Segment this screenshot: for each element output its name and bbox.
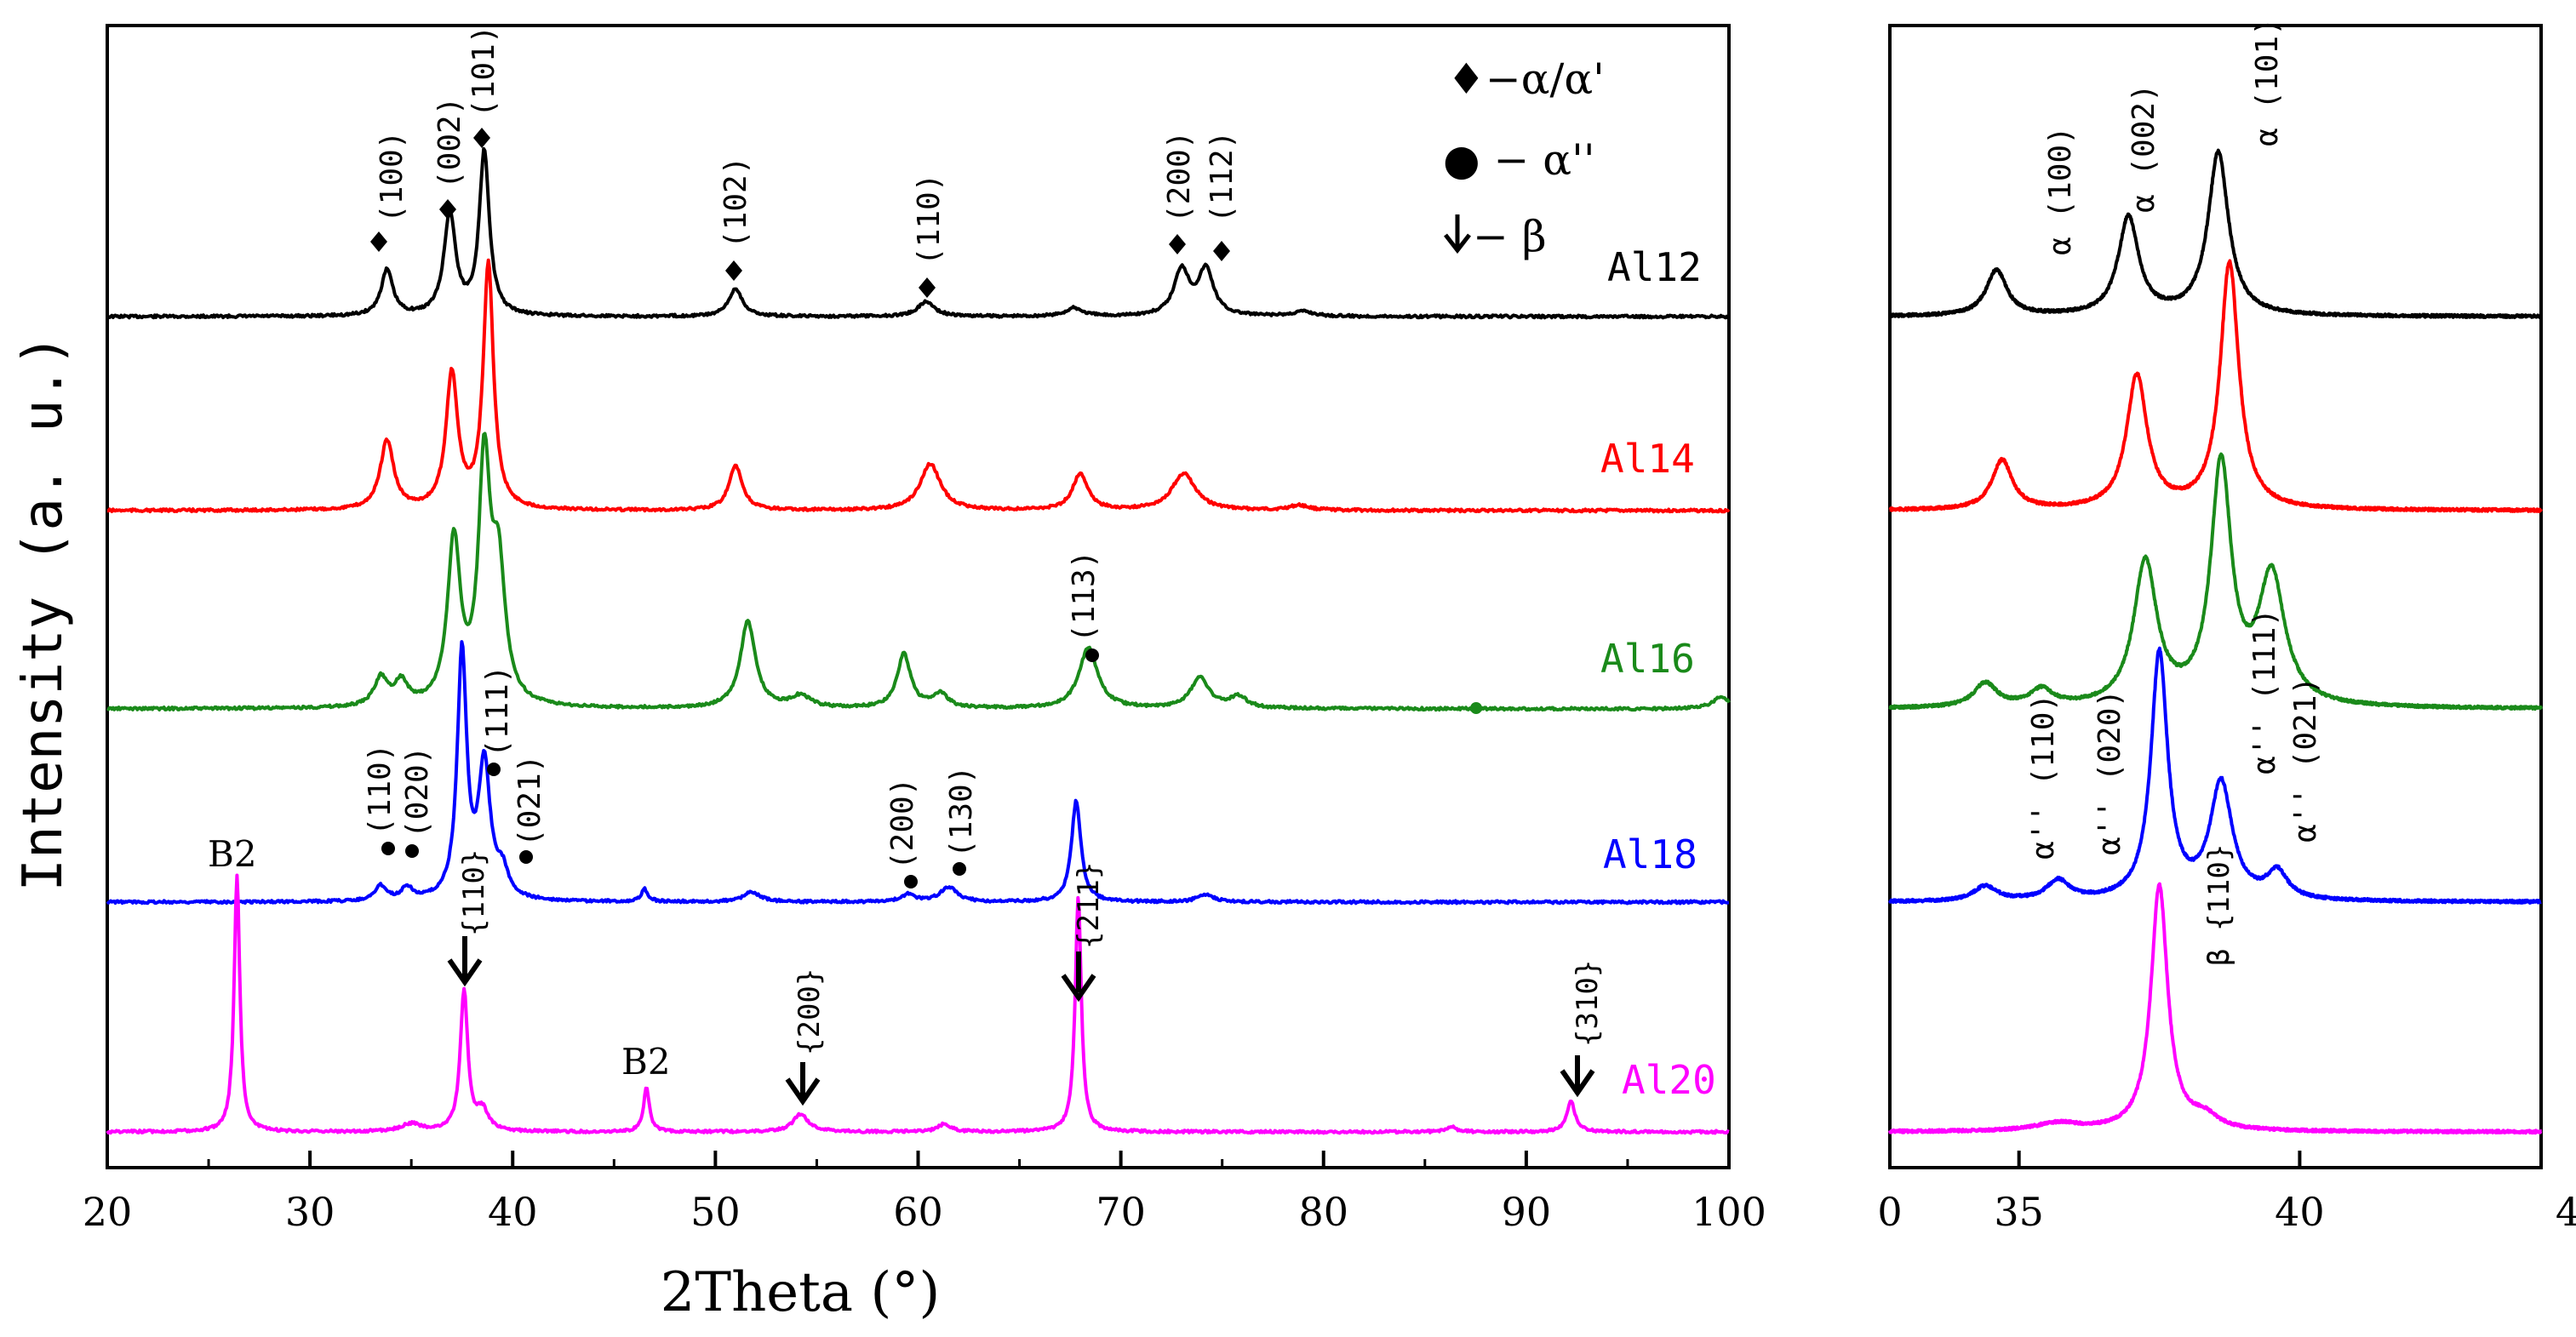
diamond-marker-icon	[1169, 234, 1186, 254]
left-tick-label: 90	[1502, 1189, 1552, 1235]
series-label-al16: Al16	[1600, 636, 1695, 682]
al20-label-110: {110}	[457, 849, 491, 936]
left-curves	[106, 146, 1731, 1135]
left-tick-label: 100	[1692, 1189, 1766, 1235]
diamond-marker-icon	[473, 128, 490, 148]
al16-label-113: (113)	[1067, 551, 1102, 643]
al18-annotations: (110) (020) (111) (021) (200) (130)	[363, 666, 979, 888]
al20-label-310: {310}	[1571, 960, 1605, 1047]
series-label-al18: Al18	[1603, 831, 1697, 877]
left-series-al20	[106, 873, 1730, 1135]
left-x-axis: 20 30 40 50 60 70 80 90 100	[83, 1151, 1766, 1235]
left-tick-label: 20	[83, 1189, 133, 1235]
series-label-al14: Al14	[1600, 436, 1695, 482]
al20-label-200: {200}	[793, 968, 827, 1055]
al12-label-110: (110)	[912, 174, 947, 266]
legend: ♦−α/α' ● − α'' − β	[1443, 54, 1605, 261]
left-tick-label: 50	[690, 1189, 741, 1235]
al12-label-102: (102)	[718, 157, 753, 249]
al12-label-100: (100)	[375, 131, 409, 223]
down-arrow-icon	[1061, 951, 1096, 1003]
dot-marker-icon	[953, 862, 966, 876]
legend-alpha: ♦−α/α'	[1447, 54, 1605, 104]
dot-marker-icon	[1085, 649, 1099, 662]
right-series-al12	[1888, 148, 2543, 320]
right-tick-label: 40	[2275, 1189, 2325, 1235]
right-curves	[1888, 148, 2543, 1135]
legend-beta: − β	[1473, 212, 1547, 261]
right-plot-frame	[1888, 24, 2543, 1169]
diamond-marker-icon	[1213, 241, 1230, 261]
right-label-alpha-101: α (101)	[2250, 17, 2285, 146]
right-tick-label: 0	[1877, 1189, 1902, 1235]
right-label-alpha2-110: α'' (110)	[2026, 694, 2061, 860]
right-tick-label: 45	[2556, 1189, 2576, 1235]
al18-label-110: (110)	[363, 744, 398, 836]
dot-marker-icon	[405, 844, 419, 858]
diamond-marker-icon	[439, 199, 456, 220]
left-series-al16	[106, 431, 1731, 712]
right-label-alpha2-020: α'' (020)	[2092, 689, 2127, 855]
left-tick-label: 30	[285, 1189, 335, 1235]
al18-label-200: (200)	[885, 778, 920, 870]
right-al12-annotations: α (100) α (002) α (101)	[2043, 17, 2285, 255]
right-label-alpha-002: α (002)	[2127, 83, 2161, 213]
legend-beta-arrow-icon	[1444, 214, 1471, 254]
al12-label-200: (200)	[1162, 131, 1197, 223]
right-series-al14	[1888, 259, 2543, 513]
series-label-al12: Al12	[1607, 244, 1702, 290]
al12-annotations: (100) (002) (101) (102) (110) (200) (112…	[370, 26, 1239, 298]
al20-label-b2-second: B2	[621, 1041, 671, 1083]
al12-label-112: (112)	[1205, 131, 1239, 223]
dot-marker-icon	[1470, 702, 1482, 714]
right-tick-label: 35	[1994, 1189, 2044, 1235]
al20-label-b2-first: B2	[208, 833, 257, 875]
al18-label-130: (130)	[944, 766, 979, 858]
left-series-al14	[106, 258, 1731, 514]
dot-marker-icon	[487, 763, 501, 776]
left-tick-label: 70	[1096, 1189, 1146, 1235]
al20-label-211: {211}	[1072, 862, 1106, 949]
diamond-marker-icon	[725, 260, 742, 281]
series-label-al20: Al20	[1622, 1057, 1716, 1103]
right-label-beta-110: β {110}	[2202, 844, 2236, 966]
right-series-al16	[1888, 452, 2543, 711]
diamond-marker-icon	[919, 277, 936, 298]
right-series-al20	[1888, 882, 2543, 1135]
y-axis-label: Intensity (a. u.)	[12, 334, 75, 891]
al18-label-021: (021)	[512, 755, 547, 847]
legend-alpha2: ● − α''	[1443, 135, 1595, 185]
al20-annotations: B2 B2 {110} {200} {211} {310}	[208, 833, 1605, 1106]
down-arrow-icon	[1560, 1055, 1595, 1098]
right-x-axis: 0 35 40 45	[1877, 1151, 2576, 1235]
al12-label-002: (002)	[432, 97, 467, 189]
left-tick-label: 40	[488, 1189, 538, 1235]
right-label-alpha-100: α (100)	[2043, 126, 2078, 255]
dot-marker-icon	[904, 875, 918, 888]
x-axis-label: 2Theta (°)	[661, 1261, 941, 1324]
right-label-alpha2-111: α'' (111)	[2247, 609, 2282, 774]
left-series-al12	[106, 146, 1731, 320]
down-arrow-icon	[785, 1062, 821, 1106]
down-arrow-icon	[447, 936, 483, 987]
right-al18-annotations: α'' (110) α'' (020) α'' (111) α'' (021)	[2026, 609, 2323, 860]
left-tick-label: 60	[893, 1189, 943, 1235]
right-al20-annotations: β {110}	[2202, 844, 2236, 966]
left-tick-label: 80	[1298, 1189, 1348, 1235]
al12-label-101: (101)	[467, 26, 501, 117]
al18-label-111: (111)	[480, 666, 515, 757]
dot-marker-icon	[381, 842, 395, 855]
diamond-marker-icon	[370, 231, 387, 252]
right-series-al18	[1888, 646, 2543, 905]
right-label-alpha2-021: α'' (021)	[2288, 677, 2323, 843]
left-series-al18	[106, 640, 1730, 906]
al18-label-020: (020)	[400, 746, 435, 838]
dot-marker-icon	[519, 850, 533, 864]
al16-annotations: (113)	[1067, 551, 1482, 714]
